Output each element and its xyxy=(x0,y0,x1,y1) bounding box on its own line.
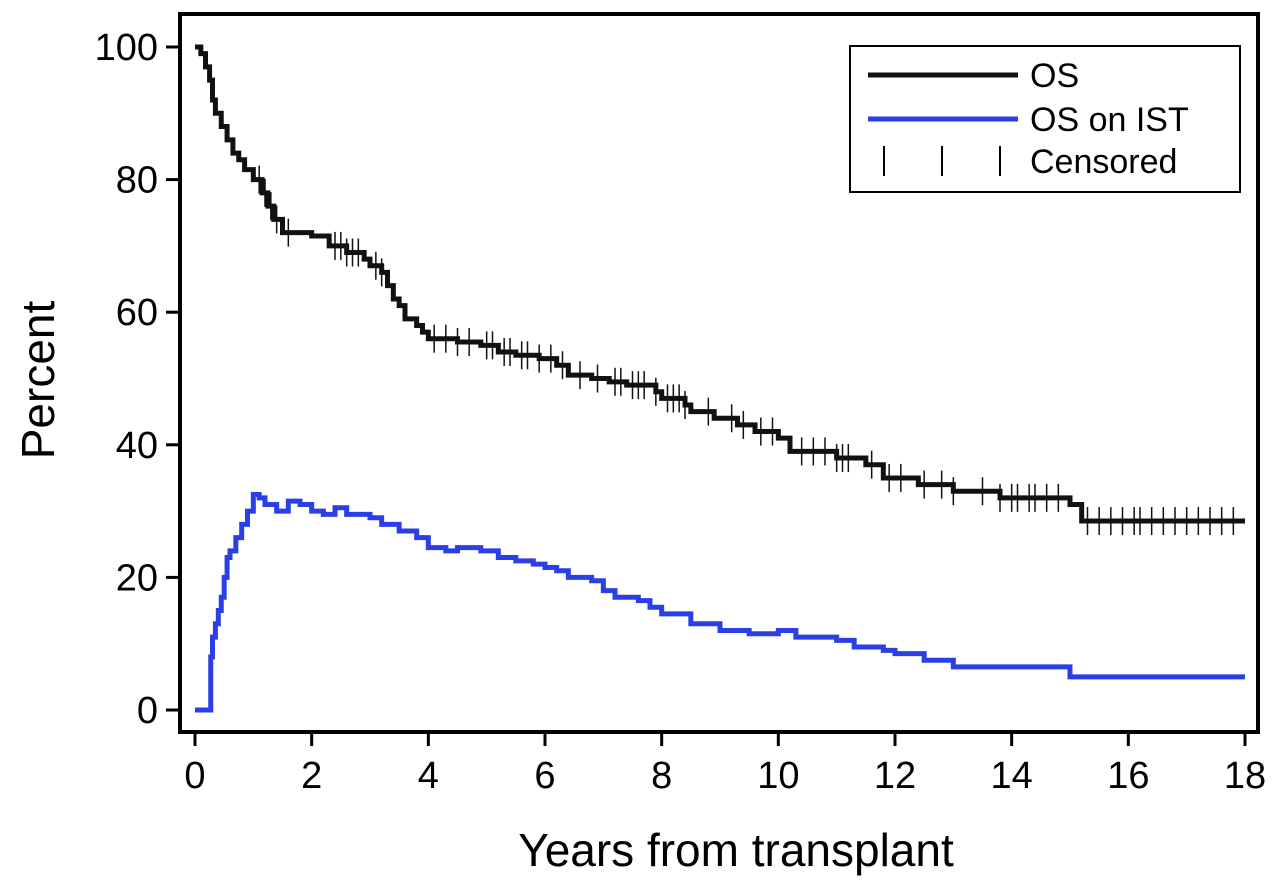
legend: OS OS on IST Censored xyxy=(849,45,1241,193)
legend-label-os: OS xyxy=(1030,57,1079,95)
ist-series-line xyxy=(195,492,1245,713)
x-tick-label: 4 xyxy=(418,755,439,797)
x-tick-label: 10 xyxy=(757,755,799,797)
series-layer xyxy=(195,44,1245,713)
x-tick-label: 0 xyxy=(184,755,205,797)
censor-marks xyxy=(258,165,1235,536)
x-tick-label: 16 xyxy=(1107,755,1149,797)
x-tick-label: 14 xyxy=(991,755,1033,797)
x-tick-label: 8 xyxy=(651,755,672,797)
y-tick-label: 40 xyxy=(116,425,158,467)
legend-label-ist: OS on IST xyxy=(1030,101,1189,139)
x-tick-label: 6 xyxy=(534,755,555,797)
plot-area-frame xyxy=(178,12,1260,734)
x-tick-label: 12 xyxy=(874,755,916,797)
y-tick-label: 20 xyxy=(116,557,158,599)
y-tick-label: 0 xyxy=(137,690,158,732)
y-tick-label: 60 xyxy=(116,292,158,334)
x-axis-title: Years from transplant xyxy=(518,824,954,876)
x-tick-label: 18 xyxy=(1224,755,1266,797)
legend-label-censored: Censored xyxy=(1030,143,1177,181)
os-series-line xyxy=(195,44,1245,524)
y-axis: 0 20 40 60 80 100 xyxy=(95,27,180,732)
y-axis-title: Percent xyxy=(12,301,64,460)
x-tick-label: 2 xyxy=(301,755,322,797)
y-tick-label: 100 xyxy=(95,27,158,69)
x-axis: 0 2 4 6 8 10 12 14 16 18 xyxy=(184,732,1266,797)
y-tick-label: 80 xyxy=(116,160,158,202)
